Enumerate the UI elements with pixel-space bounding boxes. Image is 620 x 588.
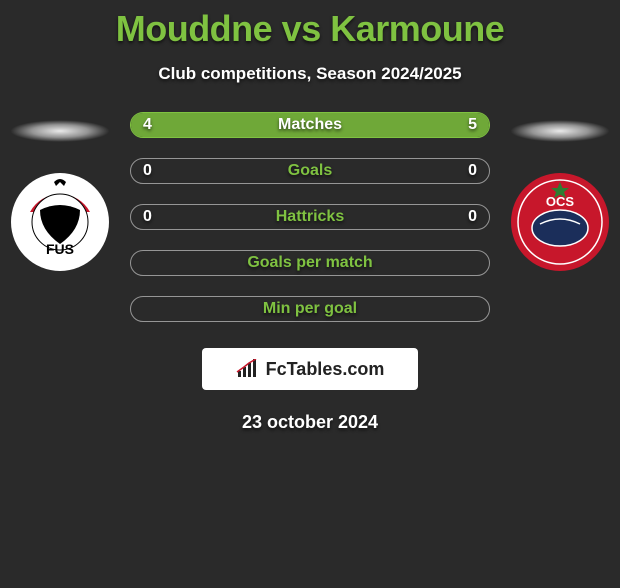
stat-label: Matches xyxy=(278,116,342,134)
stat-label: Goals per match xyxy=(247,254,372,272)
stat-value-left: 4 xyxy=(143,116,152,134)
stat-bar-goals-per-match: Goals per match xyxy=(130,250,490,276)
svg-text:OCS: OCS xyxy=(546,194,575,209)
footer-date: 23 october 2024 xyxy=(0,412,620,433)
halo-right xyxy=(510,120,610,142)
page-title: Mouddne vs Karmoune xyxy=(0,8,620,50)
stat-bar-matches: 4 Matches 5 xyxy=(130,112,490,138)
team-logo-right: OCS xyxy=(510,172,610,272)
stat-fill-left xyxy=(131,113,289,137)
stat-label: Goals xyxy=(288,162,332,180)
svg-text:FUS: FUS xyxy=(46,241,74,257)
team-logo-left: FUS xyxy=(10,172,110,272)
chart-bars-icon xyxy=(236,359,260,379)
stat-value-right: 0 xyxy=(468,208,477,226)
stat-label: Min per goal xyxy=(263,300,357,318)
footer-brand-text: FcTables.com xyxy=(266,359,385,380)
subtitle: Club competitions, Season 2024/2025 xyxy=(0,64,620,84)
stat-bar-hattricks: 0 Hattricks 0 xyxy=(130,204,490,230)
stats-bars: 4 Matches 5 0 Goals 0 0 Hattricks 0 Goal… xyxy=(110,112,510,322)
right-player-col: OCS xyxy=(510,120,610,272)
stat-bar-goals: 0 Goals 0 xyxy=(130,158,490,184)
stat-value-left: 0 xyxy=(143,162,152,180)
stat-value-right: 0 xyxy=(468,162,477,180)
stat-value-left: 0 xyxy=(143,208,152,226)
left-player-col: FUS xyxy=(10,120,110,272)
stat-label: Hattricks xyxy=(276,208,344,226)
stat-value-right: 5 xyxy=(468,116,477,134)
footer-brand-badge: FcTables.com xyxy=(202,348,418,390)
halo-left xyxy=(10,120,110,142)
stat-bar-min-per-goal: Min per goal xyxy=(130,296,490,322)
stats-area: FUS 4 Matches 5 0 Goals 0 0 Hattricks 0 xyxy=(0,120,620,322)
